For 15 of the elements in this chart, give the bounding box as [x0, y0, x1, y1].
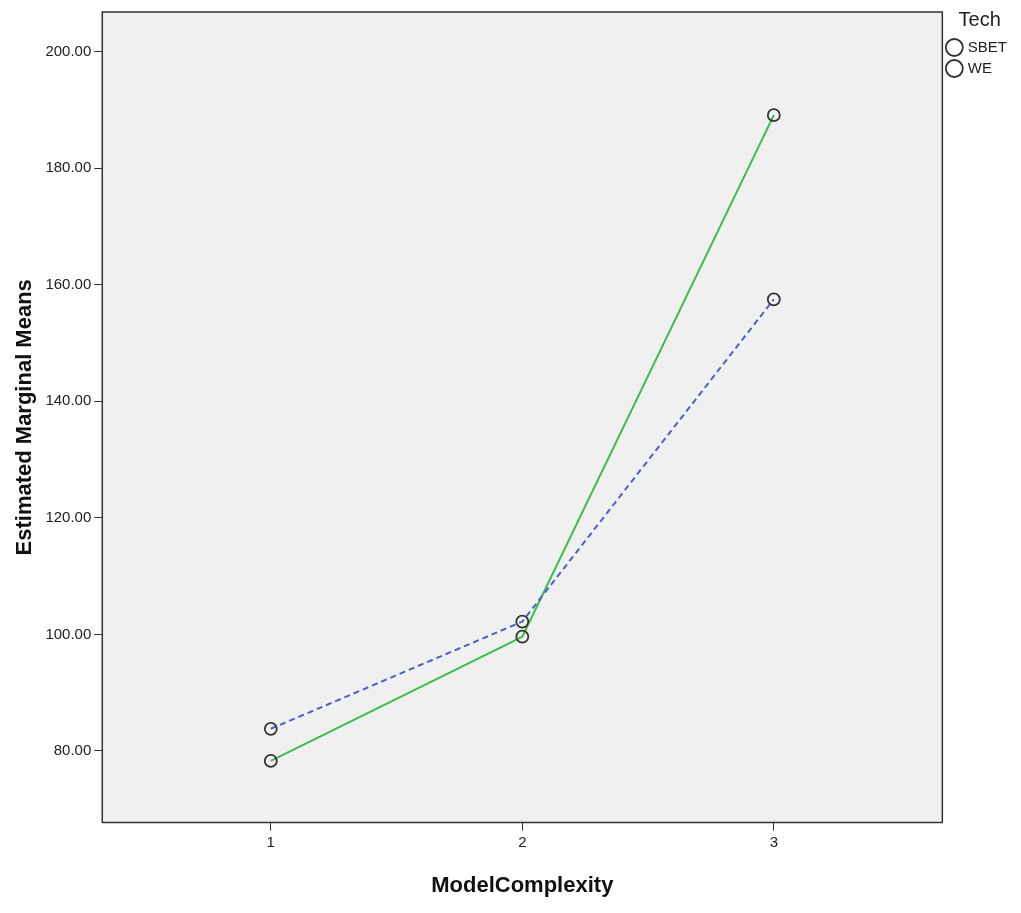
y-tick-label: 100.00: [45, 624, 92, 642]
y-tick-label: 200.00: [45, 41, 92, 59]
legend-label: WE: [967, 58, 992, 76]
legend-title: Tech: [958, 7, 1001, 30]
y-tick-label: 120.00: [45, 507, 92, 525]
x-axis-title: ModelComplexity: [431, 871, 615, 897]
x-tick-label: 1: [266, 832, 275, 850]
y-tick-label: 140.00: [45, 391, 92, 409]
legend-label: SBET: [967, 37, 1008, 55]
y-tick-label: 80.00: [53, 741, 92, 759]
x-tick-label: 3: [769, 832, 778, 850]
x-tick-label: 2: [518, 832, 527, 850]
y-tick-label: 160.00: [45, 274, 92, 292]
y-tick-label: 180.00: [45, 158, 92, 176]
y-axis-title: Estimated Marginal Means: [11, 279, 37, 556]
